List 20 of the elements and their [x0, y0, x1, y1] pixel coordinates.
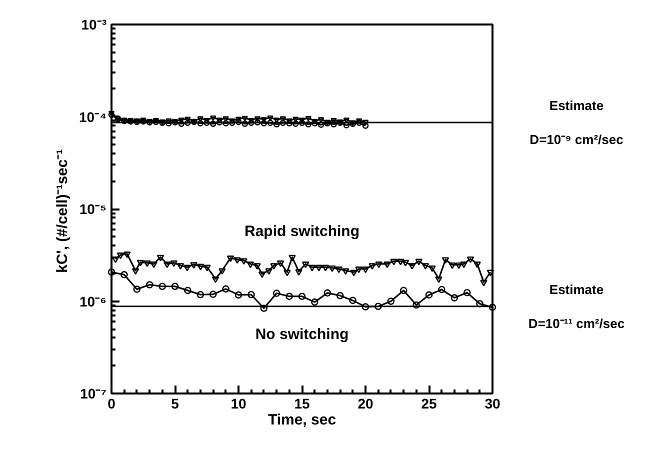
- x-tick-label: 25: [421, 396, 437, 412]
- x-tick-label: 10: [230, 396, 246, 412]
- y-tick-label: 10⁻³: [81, 16, 107, 32]
- x-tick-label: 20: [358, 396, 374, 412]
- text: Estimate: [549, 98, 604, 114]
- x-tick-label: 15: [294, 396, 310, 412]
- text: D=10⁻⁹ cm²/sec: [530, 132, 624, 148]
- y-tick-label: 10⁻⁴: [79, 108, 107, 125]
- x-tick-label: 30: [484, 396, 500, 412]
- y-tick-label: 10⁻⁷: [80, 386, 107, 402]
- y-tick-label: 10⁻⁶: [79, 293, 107, 310]
- x-tick-label: 0: [108, 396, 116, 412]
- x-axis-title: Time, sec: [268, 412, 336, 428]
- series-label: No switching: [255, 326, 349, 344]
- x-tick-label: 5: [171, 396, 180, 412]
- y-axis-title: kC', (#/cell)⁻¹sec⁻¹: [54, 149, 72, 273]
- text: D=10⁻¹¹ cm²/sec: [528, 316, 625, 331]
- series-label: Rapid switching: [244, 222, 360, 240]
- text: Estimate: [549, 282, 604, 297]
- y-tick-label: 10⁻⁵: [79, 201, 107, 217]
